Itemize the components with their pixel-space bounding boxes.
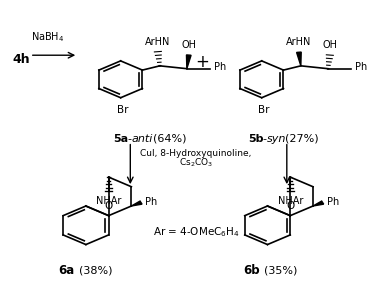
Text: -: - bbox=[128, 134, 132, 144]
Text: OH: OH bbox=[322, 40, 338, 50]
Text: OH: OH bbox=[181, 40, 196, 50]
Text: ArHN: ArHN bbox=[286, 37, 312, 47]
Text: syn: syn bbox=[267, 134, 286, 144]
Text: CuI, 8-Hydroxyquinoline,: CuI, 8-Hydroxyquinoline, bbox=[140, 149, 252, 158]
Polygon shape bbox=[297, 52, 301, 66]
Text: 6b: 6b bbox=[244, 264, 260, 277]
Text: O: O bbox=[105, 201, 113, 211]
Text: Ph: Ph bbox=[214, 62, 226, 72]
Text: +: + bbox=[195, 53, 209, 71]
Text: Br: Br bbox=[117, 105, 128, 115]
Text: Ph: Ph bbox=[145, 197, 157, 207]
Text: 5b: 5b bbox=[248, 134, 264, 144]
Text: Br: Br bbox=[258, 105, 269, 115]
Text: -: - bbox=[263, 134, 267, 144]
Text: NHAr: NHAr bbox=[96, 196, 121, 205]
Polygon shape bbox=[187, 55, 191, 69]
Text: Ph: Ph bbox=[355, 62, 367, 72]
Text: 5a: 5a bbox=[113, 134, 128, 144]
Text: NaBH$_4$: NaBH$_4$ bbox=[31, 30, 64, 44]
Text: (35%): (35%) bbox=[264, 266, 298, 276]
Text: 6a: 6a bbox=[58, 264, 74, 277]
Text: (38%): (38%) bbox=[79, 266, 112, 276]
Text: anti: anti bbox=[131, 134, 153, 144]
Text: NHAr: NHAr bbox=[278, 196, 303, 205]
Polygon shape bbox=[131, 201, 142, 206]
Text: Ar = 4-OMeC$_6$H$_4$: Ar = 4-OMeC$_6$H$_4$ bbox=[152, 225, 240, 239]
Text: Cs$_2$CO$_3$: Cs$_2$CO$_3$ bbox=[179, 157, 213, 169]
Text: O: O bbox=[286, 201, 294, 211]
Text: 4h: 4h bbox=[13, 53, 30, 66]
Text: (27%): (27%) bbox=[285, 134, 319, 144]
Text: ArHN: ArHN bbox=[145, 37, 171, 47]
Text: (64%): (64%) bbox=[154, 134, 187, 144]
Polygon shape bbox=[313, 201, 324, 206]
Text: Ph: Ph bbox=[327, 197, 339, 207]
